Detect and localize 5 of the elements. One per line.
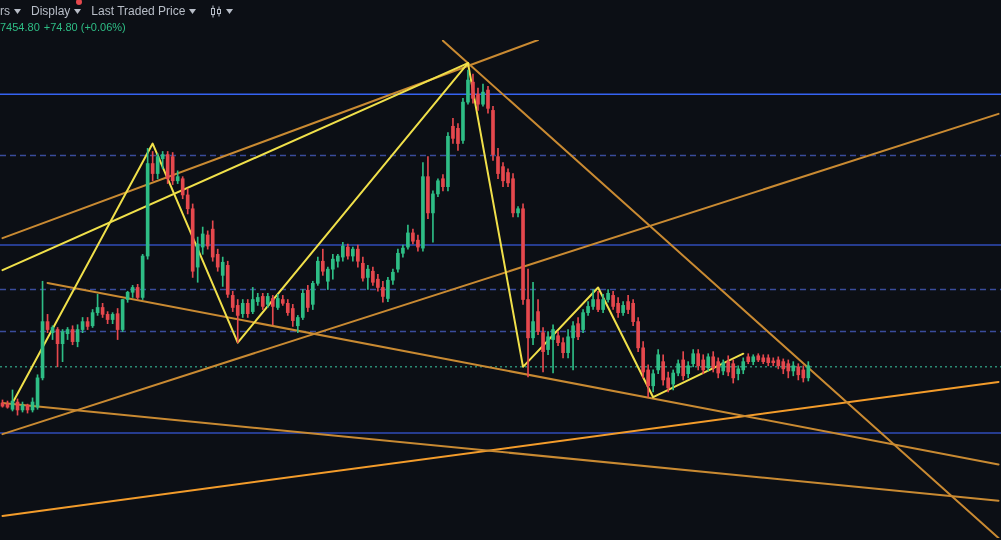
text: rs bbox=[0, 4, 10, 18]
text: +74.80 (+0.06%) bbox=[43, 21, 126, 33]
text: 7454.80 bbox=[0, 21, 40, 33]
text: Last Traded Price bbox=[91, 4, 186, 18]
text: Display bbox=[31, 4, 71, 18]
